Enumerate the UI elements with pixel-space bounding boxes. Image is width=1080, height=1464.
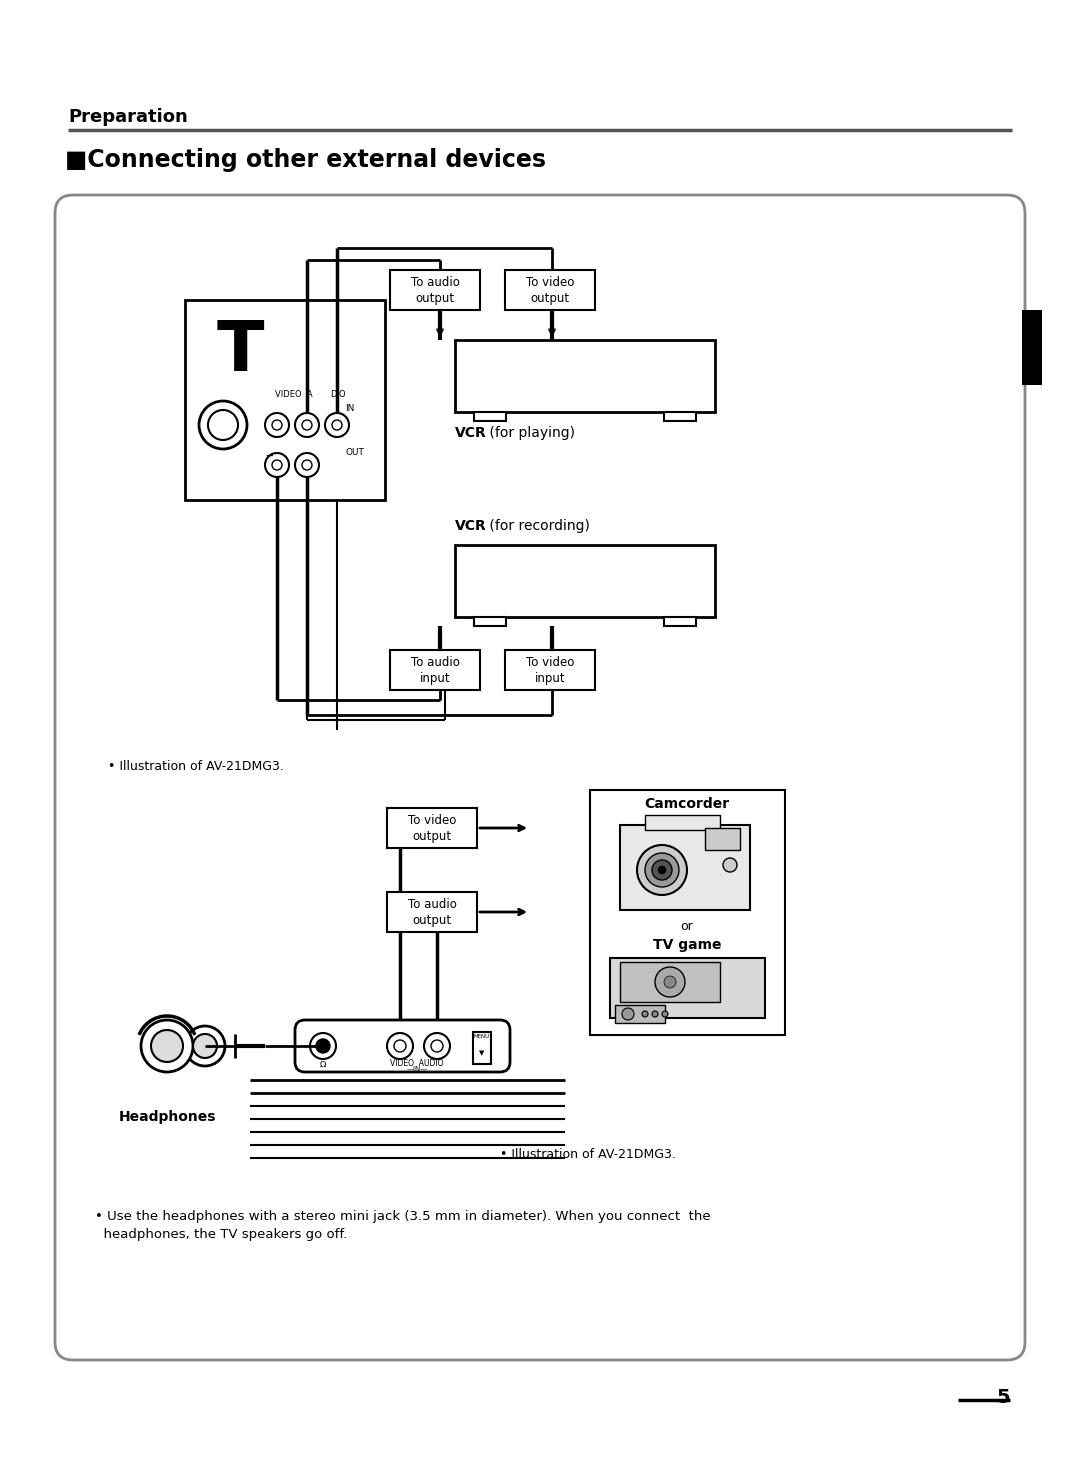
Circle shape [141,1020,193,1072]
Bar [505,650,595,690]
Bar [473,1032,491,1064]
Circle shape [387,1034,413,1058]
Circle shape [295,452,319,477]
Circle shape [310,1034,336,1058]
Text: IN: IN [345,404,354,413]
Circle shape [394,1039,406,1053]
Circle shape [316,1039,330,1053]
Circle shape [272,460,282,470]
Bar [615,1004,665,1023]
Circle shape [265,413,289,436]
Circle shape [265,452,289,477]
Text: To video
output: To video output [408,814,456,843]
Text: • Use the headphones with a stereo mini jack (3.5 mm in diameter). When you conn: • Use the headphones with a stereo mini … [95,1211,711,1222]
Bar [590,791,785,1035]
Text: –: – [265,448,272,463]
Text: • Illustration of AV-21DMG3.: • Illustration of AV-21DMG3. [108,760,284,773]
Text: To video
output: To video output [526,277,575,305]
Bar [664,616,696,627]
Circle shape [622,1009,634,1020]
Text: TV game: TV game [652,938,721,952]
Circle shape [151,1031,183,1061]
Bar [610,957,765,1017]
Text: 5: 5 [997,1388,1010,1407]
Text: Camcorder: Camcorder [645,796,730,811]
Bar [620,962,720,1001]
Circle shape [652,859,672,880]
FancyBboxPatch shape [55,195,1025,1360]
Text: To audio
output: To audio output [407,897,457,927]
Text: VCR: VCR [455,426,487,441]
Bar [645,815,720,830]
Circle shape [642,1012,648,1017]
FancyBboxPatch shape [295,1020,510,1072]
Text: Preparation: Preparation [68,108,188,126]
Circle shape [185,1026,225,1066]
Bar [185,300,384,501]
Bar [390,650,480,690]
Text: VIDEO  A: VIDEO A [275,389,312,400]
Circle shape [302,420,312,430]
Text: —IN—: —IN— [406,1066,428,1072]
Bar [455,545,715,616]
Bar [1022,310,1042,385]
Bar [505,269,595,310]
Text: MENU: MENU [474,1034,490,1039]
Text: T: T [217,318,265,385]
Bar [474,616,507,627]
Text: (for recording): (for recording) [485,520,590,533]
Text: VIDEO  AUDIO: VIDEO AUDIO [390,1058,444,1069]
Text: or: or [680,919,693,933]
Circle shape [199,401,247,449]
Bar [705,829,740,851]
Bar [390,269,480,310]
Bar [474,411,507,422]
Text: DIO: DIO [330,389,346,400]
Circle shape [295,413,319,436]
Bar [664,411,696,422]
Text: To audio
input: To audio input [410,656,459,685]
Circle shape [654,968,685,997]
Text: VCR: VCR [455,520,487,533]
Text: • Illustration of AV-21DMG3.: • Illustration of AV-21DMG3. [500,1148,676,1161]
Text: OUT: OUT [345,448,364,457]
Circle shape [272,420,282,430]
Circle shape [662,1012,669,1017]
Circle shape [302,460,312,470]
Circle shape [208,410,238,441]
Text: (for playing): (for playing) [485,426,575,441]
Circle shape [193,1034,217,1058]
Circle shape [424,1034,450,1058]
Circle shape [325,413,349,436]
Circle shape [431,1039,443,1053]
Text: ■Connecting other external devices: ■Connecting other external devices [65,148,546,171]
Circle shape [645,854,679,887]
Bar [620,826,750,911]
Circle shape [637,845,687,895]
Circle shape [664,976,676,988]
Circle shape [658,867,666,874]
Text: headphones, the TV speakers go off.: headphones, the TV speakers go off. [95,1228,348,1241]
Bar [387,808,477,848]
Bar [455,340,715,411]
Text: Ω: Ω [320,1060,326,1069]
Text: To video
input: To video input [526,656,575,685]
Text: Headphones: Headphones [118,1110,216,1124]
Text: To audio
output: To audio output [410,277,459,305]
Circle shape [723,858,737,873]
Text: ▼: ▼ [480,1050,485,1056]
Bar [387,892,477,933]
Circle shape [652,1012,658,1017]
Circle shape [332,420,342,430]
